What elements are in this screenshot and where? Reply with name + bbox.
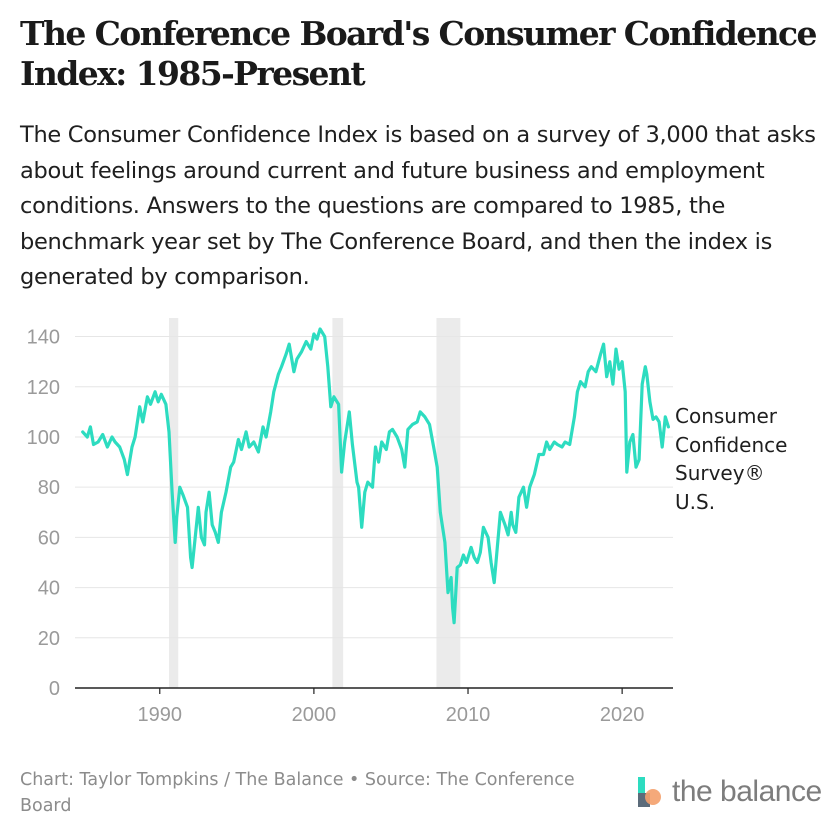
brand-logo: the balance bbox=[636, 772, 822, 812]
brand-name: the balance bbox=[672, 775, 822, 808]
balance-logo-icon bbox=[638, 777, 661, 807]
series-line-1 bbox=[81, 327, 670, 625]
y-tick-label-0: 0 bbox=[49, 678, 60, 700]
y-tick-label-20: 20 bbox=[38, 628, 60, 650]
recession-band-2 bbox=[332, 318, 344, 688]
series-label-line-1: Consumer bbox=[675, 404, 777, 428]
y-tick-label-80: 80 bbox=[38, 477, 60, 499]
series-layer bbox=[81, 327, 670, 625]
series-label-line-2: Confidence bbox=[675, 432, 788, 457]
recession-bands bbox=[169, 318, 461, 688]
x-tick-label-2020: 2020 bbox=[600, 704, 645, 726]
y-tick-label-120: 120 bbox=[27, 377, 60, 399]
tick-labels: 0 20 40 60 80 100 120 140 1990 2000 2010 2020 bbox=[27, 327, 645, 726]
chart-subtitle: The Consumer Confidence Index is based o… bbox=[20, 122, 816, 290]
gridlines bbox=[75, 336, 673, 689]
y-tick-label-100: 100 bbox=[27, 427, 60, 449]
series-label-line-4: U.S. bbox=[675, 489, 716, 514]
y-tick-label-40: 40 bbox=[38, 578, 60, 600]
x-tick-label-2010: 2010 bbox=[446, 704, 491, 726]
series-label: Consumer Confidence Survey® U.S. bbox=[675, 402, 835, 516]
y-tick-label-60: 60 bbox=[38, 527, 60, 549]
line-chart: 0 20 40 60 80 100 120 140 1990 2000 2010 2020 bbox=[27, 318, 673, 726]
series-label-line-3: Survey® bbox=[675, 461, 765, 485]
x-tick-label-2000: 2000 bbox=[292, 704, 337, 726]
chart-credit: Chart: Taylor Tompkins / The Balance • S… bbox=[20, 770, 575, 816]
y-tick-label-140: 140 bbox=[27, 327, 60, 349]
x-tick-label-1990: 1990 bbox=[138, 704, 183, 726]
chart-title: The Conference Board's Consumer Confiden… bbox=[20, 14, 818, 93]
